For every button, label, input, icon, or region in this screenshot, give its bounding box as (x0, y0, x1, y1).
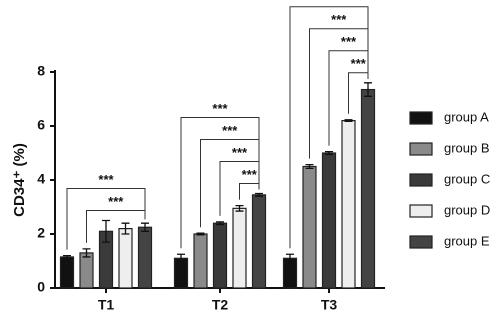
error-bar (82, 248, 91, 258)
significance-label: *** (351, 56, 367, 71)
significance-label: *** (98, 172, 114, 187)
y-tick-label: 8 (37, 63, 45, 79)
legend-label: group E (444, 233, 490, 248)
bar (251, 194, 267, 289)
error-bar (344, 119, 353, 123)
error-bar (102, 219, 110, 243)
legend-swatch (409, 173, 433, 187)
bar (232, 207, 247, 289)
y-axis-label: CD34⁺ (%) (11, 143, 28, 217)
error-bar (305, 163, 314, 170)
error-bar (121, 222, 130, 235)
bar (118, 228, 133, 289)
bar (193, 233, 208, 289)
significance-bracket (86, 210, 146, 243)
x-tick-label: T2 (212, 297, 229, 313)
error-bar (286, 253, 294, 263)
legend-label: group C (444, 171, 490, 186)
legend-label: group D (444, 202, 490, 217)
error-bar (235, 205, 244, 212)
significance-label: *** (108, 194, 124, 209)
significance-bracket (289, 6, 369, 249)
error-bar (177, 253, 185, 263)
bar (79, 252, 94, 289)
bar (212, 222, 228, 289)
significance-label: *** (232, 145, 248, 160)
error-bar (216, 221, 224, 226)
y-tick-label: 0 (37, 279, 45, 295)
error-bar (196, 232, 205, 236)
significance-bracket (66, 188, 146, 250)
legend-swatch (409, 142, 433, 156)
significance-label: *** (341, 34, 357, 49)
x-tick-label: T1 (98, 297, 115, 313)
bar (59, 256, 75, 289)
significance-label: *** (212, 101, 228, 116)
bar (137, 226, 153, 289)
legend-label: group A (444, 109, 489, 124)
legend-label: group B (444, 140, 490, 155)
significance-bracket (180, 117, 260, 249)
significance-bracket (309, 28, 369, 159)
y-tick-label: 2 (37, 225, 45, 241)
legend-swatch (409, 204, 433, 218)
bar (321, 152, 337, 289)
significance-label: *** (222, 123, 238, 138)
x-tick-label: T3 (321, 297, 338, 313)
error-bar (364, 82, 372, 97)
y-tick-label: 4 (37, 171, 45, 187)
bar (302, 165, 317, 289)
legend-swatch (409, 235, 433, 249)
legend-swatch (409, 111, 433, 125)
y-tick-label: 6 (37, 117, 45, 133)
significance-label: *** (321, 0, 337, 5)
error-bar (325, 151, 333, 155)
error-bar (141, 222, 149, 232)
bar (360, 88, 376, 289)
bar (341, 119, 356, 289)
error-bar (63, 254, 71, 259)
significance-label: *** (331, 12, 347, 27)
error-bar (255, 192, 263, 197)
significance-label: *** (242, 167, 258, 182)
